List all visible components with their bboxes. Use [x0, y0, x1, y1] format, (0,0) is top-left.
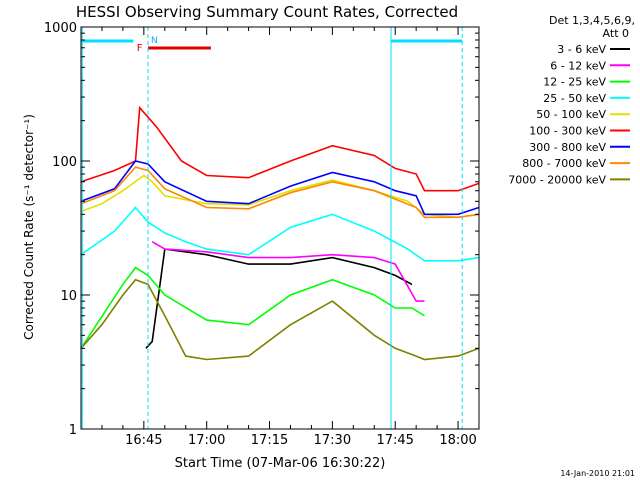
plot-frame: [80, 26, 480, 430]
x-tick-label: 17:00: [188, 433, 225, 448]
legend-label-6: 300 - 800 keV: [529, 141, 606, 154]
legend-label-0: 3 - 6 keV: [557, 43, 606, 56]
series-line-0: [145, 248, 413, 349]
y-axis-label: Corrected Count Rate (s⁻¹ detector⁻¹): [22, 114, 36, 340]
y-tick-label: 1: [69, 423, 77, 438]
series-line-6: [80, 160, 480, 216]
x-tick-label: 18:00: [439, 433, 476, 448]
chart-title: HESSI Observing Summary Count Rates, Cor…: [76, 3, 458, 21]
y-tick-label: 10: [60, 289, 77, 304]
axes-layer: 16:45 17:00 17:15 17:30 17:45 18:00 1 10 100 1000: [44, 21, 480, 448]
series-layer: [80, 105, 480, 361]
legend: 3 - 6 keV 6 - 12 keV 12 - 25 keV 25 - 50 ke…: [508, 43, 630, 186]
series-line-5: [80, 105, 480, 192]
x-tick-label: 16:45: [125, 433, 162, 448]
y-tick-label: 1000: [44, 21, 77, 36]
series-line-1: [151, 241, 425, 302]
night-flag-label: N: [151, 36, 158, 46]
x-tick-label: 17:45: [376, 433, 413, 448]
legend-label-2: 12 - 25 keV: [543, 76, 606, 89]
x-axis-label: Start Time (07-Mar-06 16:30:22): [175, 456, 386, 471]
legend-label-1: 6 - 12 keV: [550, 59, 606, 72]
series-line-8: [80, 278, 480, 361]
x-tick-label: 17:30: [314, 433, 351, 448]
x-tick-label: 17:15: [251, 433, 288, 448]
series-line-2: [80, 266, 425, 349]
flare-flag-label: F: [137, 43, 143, 54]
legend-label-3: 25 - 50 keV: [543, 92, 606, 105]
flag-layer: FN: [81, 27, 463, 429]
legend-label-4: 50 - 100 keV: [536, 108, 606, 121]
series-line-3: [80, 206, 480, 262]
legend-header-line-2: Att 0: [603, 27, 629, 40]
legend-label-7: 800 - 7000 keV: [522, 157, 606, 170]
legend-header-line-1: Det 1,3,4,5,6,9,: [549, 14, 635, 27]
footer-date: 14-Jan-2010 21:01: [560, 469, 635, 478]
legend-label-5: 100 - 300 keV: [529, 125, 606, 138]
series-line-7: [80, 166, 480, 219]
legend-label-8: 7000 - 20000 keV: [508, 173, 606, 186]
y-tick-label: 100: [52, 155, 77, 170]
